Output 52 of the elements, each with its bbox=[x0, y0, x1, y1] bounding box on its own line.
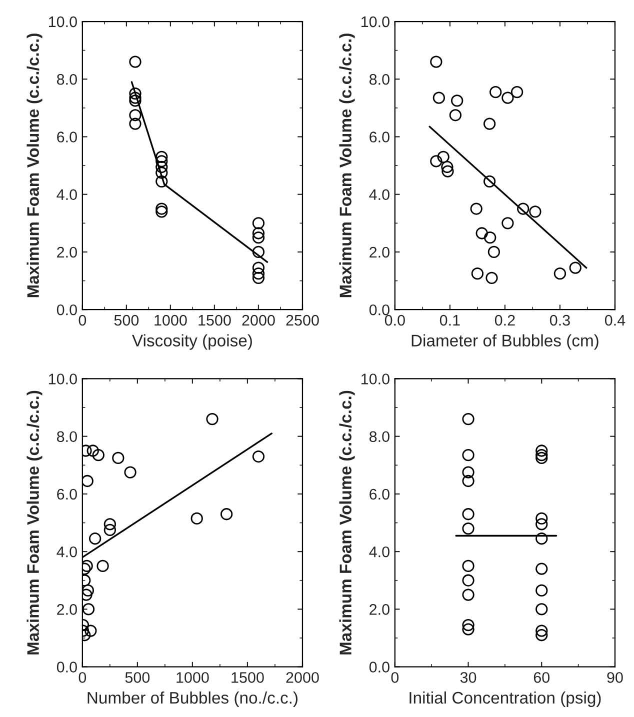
y-tick-label: 0.0 bbox=[56, 304, 77, 316]
x-tick-label: 30 bbox=[460, 672, 476, 683]
x-tick-label: 0.0 bbox=[384, 314, 405, 326]
y-tick-label: 2.0 bbox=[370, 246, 390, 258]
x-axis-title: Diameter of Bubbles (cm) bbox=[412, 334, 598, 350]
x-tick-label: 90 bbox=[607, 672, 623, 683]
y-tick-label: 4.0 bbox=[56, 189, 77, 200]
y-tick-label: 2.0 bbox=[370, 604, 390, 615]
y-axis-title: Maximum Foam Volume (c.c./c.c.) bbox=[26, 34, 42, 298]
y-tick-label: 0.0 bbox=[56, 662, 77, 672]
y-tick-label: 10.0 bbox=[361, 16, 390, 28]
y-tick-label: 6.0 bbox=[57, 488, 77, 500]
y-tick-label: 8.0 bbox=[56, 74, 77, 85]
x-tick-label: 0 bbox=[78, 672, 86, 683]
y-tick-label: 4.0 bbox=[369, 189, 390, 200]
y-tick-label: 10.0 bbox=[48, 374, 77, 384]
x-tick-label: 2000 bbox=[286, 672, 319, 683]
y-axis-title: Maximum Foam Volume (c.c./c.c.) bbox=[26, 390, 42, 654]
x-tick-label: 0.4 bbox=[604, 314, 626, 326]
x-tick-label: 0 bbox=[78, 314, 86, 326]
x-tick-label: 60 bbox=[534, 672, 550, 683]
x-tick-label: 0.3 bbox=[550, 314, 570, 326]
y-tick-label: 4.0 bbox=[56, 546, 77, 558]
x-tick-label: 1000 bbox=[176, 672, 209, 683]
y-tick-label: 10.0 bbox=[48, 16, 77, 28]
y-tick-label: 2.0 bbox=[57, 604, 77, 615]
x-tick-label: 2500 bbox=[286, 314, 319, 326]
y-tick-label: 2.0 bbox=[57, 246, 77, 258]
x-tick-label: 1500 bbox=[198, 314, 231, 326]
y-tick-label: 0.0 bbox=[369, 304, 390, 316]
x-axis-title: Initial Concentration (psig) bbox=[410, 691, 601, 708]
y-tick-label: 6.0 bbox=[57, 132, 77, 142]
y-tick-label: 0.0 bbox=[369, 662, 390, 672]
y-tick-label: 8.0 bbox=[369, 431, 390, 442]
x-tick-label: 0.1 bbox=[440, 314, 460, 326]
y-axis-title: Maximum Foam Volume (c.c./c.c.) bbox=[339, 390, 355, 654]
y-tick-label: 6.0 bbox=[370, 488, 390, 500]
x-tick-label: 1500 bbox=[232, 672, 264, 683]
x-axis-title: Viscosity (poise) bbox=[132, 334, 252, 350]
x-tick-label: 1000 bbox=[154, 314, 187, 326]
y-axis-title: Maximum Foam Volume (c.c./c.c.) bbox=[339, 34, 355, 298]
x-tick-label: 500 bbox=[114, 314, 139, 326]
x-tick-label: 500 bbox=[125, 672, 150, 683]
x-tick-label: 0.2 bbox=[494, 314, 515, 326]
x-axis-title: Number of Bubbles (no./c.c.) bbox=[88, 691, 298, 707]
x-tick-label: 0 bbox=[391, 672, 399, 683]
y-tick-label: 8.0 bbox=[369, 74, 390, 85]
y-tick-label: 6.0 bbox=[370, 132, 390, 142]
y-tick-label: 4.0 bbox=[369, 546, 390, 558]
y-tick-label: 10.0 bbox=[361, 374, 390, 384]
y-tick-label: 8.0 bbox=[56, 431, 77, 442]
x-tick-label: 2000 bbox=[242, 314, 275, 326]
